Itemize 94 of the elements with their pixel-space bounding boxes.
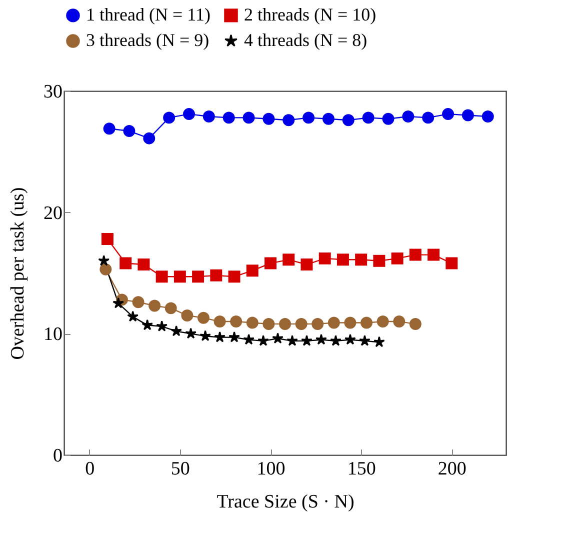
y-tick-label: 10 xyxy=(44,324,62,346)
point xyxy=(344,334,356,345)
point xyxy=(302,112,315,124)
point xyxy=(422,112,434,124)
point xyxy=(214,316,226,328)
point xyxy=(282,114,295,126)
point xyxy=(344,316,356,329)
point xyxy=(382,112,394,125)
point xyxy=(222,112,235,124)
point xyxy=(183,108,195,120)
point xyxy=(315,334,327,345)
point xyxy=(286,334,298,346)
point xyxy=(355,254,368,266)
y-tick-label: 30 xyxy=(44,82,62,102)
point xyxy=(214,331,226,342)
point xyxy=(210,269,222,282)
point xyxy=(228,331,240,342)
point xyxy=(185,328,197,339)
point xyxy=(246,264,258,277)
point xyxy=(409,248,422,261)
legend-label: 2 threads (N = 10) xyxy=(244,4,376,24)
point xyxy=(376,316,389,328)
point xyxy=(328,316,340,329)
point xyxy=(279,318,291,330)
point xyxy=(192,270,204,283)
point xyxy=(295,318,308,330)
point xyxy=(312,318,324,330)
point xyxy=(393,316,406,328)
point xyxy=(202,110,215,122)
point xyxy=(230,316,242,328)
point xyxy=(373,336,385,348)
point xyxy=(103,122,116,135)
point xyxy=(282,254,295,266)
point xyxy=(318,252,331,264)
point xyxy=(163,112,176,124)
point xyxy=(409,318,422,330)
point xyxy=(336,254,349,266)
point xyxy=(156,270,168,283)
point xyxy=(301,334,312,346)
point xyxy=(120,257,132,270)
point xyxy=(101,233,114,246)
x-tick-label: 150 xyxy=(347,458,376,480)
point xyxy=(242,112,255,124)
point xyxy=(262,112,275,125)
point xyxy=(246,316,258,329)
point xyxy=(142,319,154,330)
point xyxy=(143,132,156,144)
x-axis-title: Trace Size (S · N) xyxy=(216,492,354,512)
point xyxy=(300,258,313,270)
point xyxy=(322,112,334,125)
point xyxy=(358,334,370,346)
point xyxy=(156,320,168,332)
point xyxy=(360,316,373,329)
point xyxy=(243,334,255,345)
point xyxy=(164,302,177,314)
point xyxy=(462,109,474,122)
point xyxy=(264,257,276,270)
point xyxy=(123,125,136,138)
x-tick-label: 200 xyxy=(438,458,466,480)
x-tick-label: 100 xyxy=(256,458,286,480)
point xyxy=(330,334,342,346)
point xyxy=(100,263,112,276)
point xyxy=(170,325,182,336)
point xyxy=(428,248,440,261)
y-tick-label: 20 xyxy=(44,202,62,224)
point xyxy=(127,310,139,322)
point xyxy=(391,252,404,264)
point xyxy=(342,114,354,126)
point xyxy=(174,270,186,283)
point xyxy=(181,309,194,322)
point xyxy=(446,257,458,270)
point xyxy=(197,312,210,324)
point xyxy=(138,258,150,270)
point xyxy=(482,110,494,122)
point xyxy=(200,330,212,342)
point xyxy=(148,300,161,312)
point xyxy=(258,334,269,346)
point xyxy=(373,254,386,267)
point xyxy=(402,110,414,122)
x-tick-label: 50 xyxy=(170,458,190,480)
point xyxy=(132,296,144,308)
legend-label: 1 thread (N = 11) xyxy=(86,4,210,24)
point xyxy=(362,112,374,124)
legend-label: 3 threads (N = 9) xyxy=(86,30,210,50)
point xyxy=(112,297,124,308)
x-tick-label: 0 xyxy=(85,458,95,480)
point xyxy=(228,270,240,283)
y-tick-label: 0 xyxy=(53,446,62,466)
y-axis-title: Overhead per task (us) xyxy=(8,187,28,360)
point xyxy=(262,318,275,330)
point xyxy=(442,108,454,120)
legend-label: 4 threads (N = 8) xyxy=(244,30,368,50)
point xyxy=(98,254,110,266)
point xyxy=(272,332,284,344)
